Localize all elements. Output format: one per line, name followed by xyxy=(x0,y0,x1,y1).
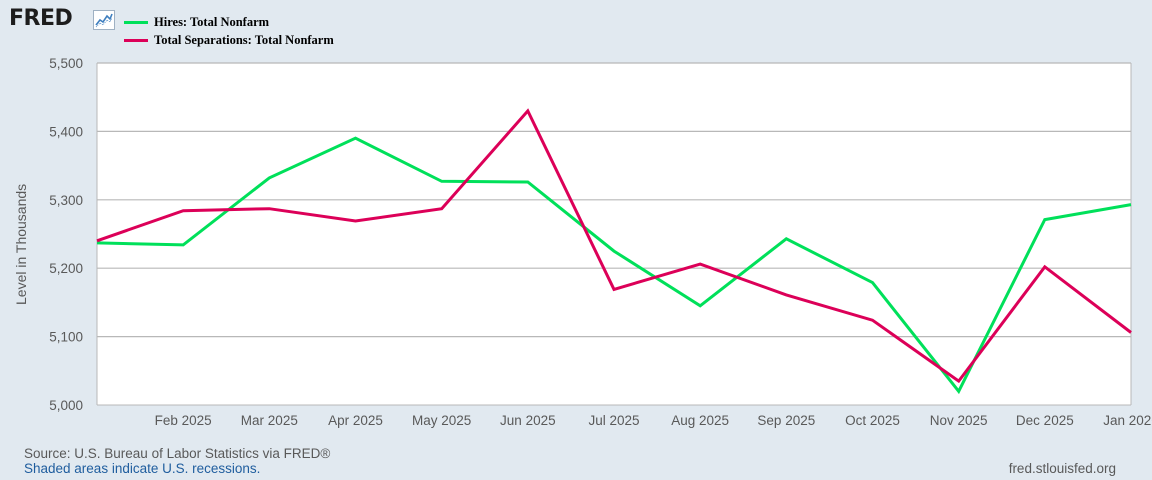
x-tick-label: Oct 2025 xyxy=(845,413,900,428)
legend-item-hires[interactable]: Hires: Total Nonfarm xyxy=(124,13,334,31)
y-tick-label: 5,200 xyxy=(49,261,83,276)
legend-item-separations[interactable]: Total Separations: Total Nonfarm xyxy=(124,31,334,49)
x-tick-label: Dec 2025 xyxy=(1016,413,1074,428)
series-line-hires xyxy=(96,136,1132,395)
recessions-link[interactable]: Shaded areas indicate U.S. recessions. xyxy=(24,461,261,476)
x-tick-label: Sep 2025 xyxy=(757,413,815,428)
legend-label-hires: Hires: Total Nonfarm xyxy=(154,14,270,29)
y-tick-label: 5,300 xyxy=(49,193,83,208)
x-tick-label: Jan 2026 xyxy=(1103,413,1152,428)
legend-swatch-hires xyxy=(124,20,148,24)
y-tick-label: 5,100 xyxy=(49,330,83,345)
plot-area xyxy=(97,63,1131,405)
chart-legend: Hires: Total Nonfarm Total Separations: … xyxy=(124,13,334,49)
x-tick-label: Feb 2025 xyxy=(155,413,212,428)
site-url[interactable]: fred.stlouisfed.org xyxy=(1008,461,1116,476)
x-tick-label: Mar 2025 xyxy=(241,413,298,428)
x-tick-label: Nov 2025 xyxy=(930,413,988,428)
fred-logo[interactable]: FRED xyxy=(9,6,73,31)
x-tick-label: Apr 2025 xyxy=(328,413,383,428)
series-line-separations xyxy=(96,108,1132,384)
x-tick-label: Jun 2025 xyxy=(500,413,556,428)
x-tick-label: May 2025 xyxy=(412,413,471,428)
x-tick-label: Jul 2025 xyxy=(588,413,639,428)
x-tick-label: Aug 2025 xyxy=(671,413,729,428)
y-axis-title: Level in Thousands xyxy=(13,183,29,305)
y-tick-label: 5,400 xyxy=(49,124,83,139)
y-tick-label: 5,500 xyxy=(49,56,83,71)
source-note: Source: U.S. Bureau of Labor Statistics … xyxy=(24,446,331,461)
legend-swatch-separations xyxy=(124,38,148,42)
y-tick-label: 5,000 xyxy=(49,398,83,413)
legend-label-separations: Total Separations: Total Nonfarm xyxy=(154,32,334,47)
fred-line-chart-icon xyxy=(93,10,115,30)
